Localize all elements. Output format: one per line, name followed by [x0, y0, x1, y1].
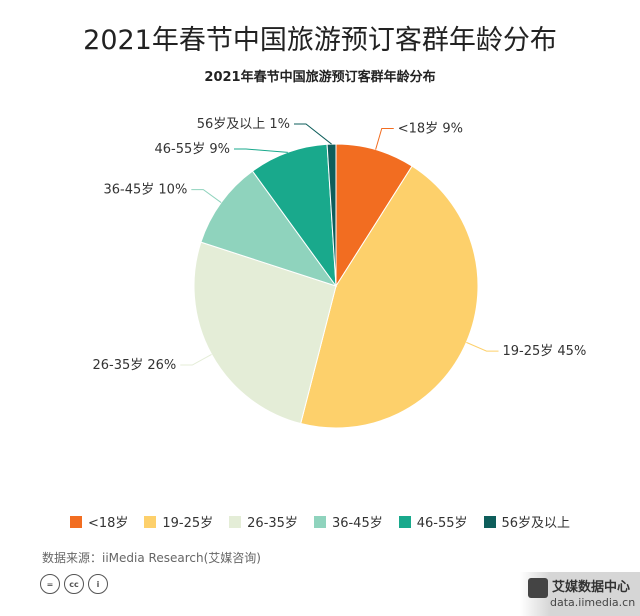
legend-item-lt18: <18岁: [69, 512, 129, 531]
data-label: <18岁 9%: [398, 122, 463, 137]
legend-item-26-35: 26-35岁: [229, 512, 298, 531]
legend-swatch: [398, 515, 411, 528]
legend-swatch: [483, 515, 496, 528]
legend-item-56plus: 56岁及以上: [483, 512, 571, 531]
data-source: 数据来源：iiMedia Research(艾媒咨询): [42, 551, 261, 565]
leader-line: [180, 353, 212, 366]
leader-line: [234, 148, 288, 153]
watermark-url: data.iimedia.cn: [550, 596, 636, 609]
legend-label: 56岁及以上: [501, 516, 571, 531]
data-label: 19-25岁 45%: [503, 344, 587, 359]
slice-46-55: [251, 143, 337, 288]
legend-label: 46-55岁: [416, 516, 468, 531]
legend-swatch: [69, 515, 82, 528]
leader-line: [375, 128, 394, 150]
data-label: 26-35岁 26%: [92, 358, 176, 373]
legend-swatch: [313, 515, 326, 528]
slice-56plus: [326, 143, 337, 287]
data-label: 46-55岁 9%: [154, 142, 230, 157]
legend-label: 19-25岁: [162, 516, 214, 531]
by-license-icon: i: [88, 574, 108, 594]
cc-license-icon: cc: [64, 574, 84, 594]
legend-label: 36-45岁: [331, 516, 383, 531]
data-label: 36-45岁 10%: [104, 183, 188, 198]
brand-logo-icon: [528, 578, 548, 598]
license-icons: = cc i: [40, 574, 108, 594]
leader-line: [466, 341, 499, 352]
leader-line: [294, 123, 332, 145]
legend-label: 26-35岁: [247, 516, 298, 531]
legend-item-36-45: 36-45岁: [313, 512, 383, 531]
slice-36-45: [200, 170, 338, 287]
legend-item-46-55: 46-55岁: [398, 512, 468, 531]
legend-swatch: [144, 515, 157, 528]
page-title: 2021年春节中国旅游预订客群年龄分布: [83, 25, 557, 56]
slice-lt18: [335, 143, 413, 288]
data-label: 56岁及以上 1%: [197, 117, 290, 132]
watermark-title: 艾媒数据中心: [552, 580, 631, 595]
legend-item-19-25: 19-25岁: [144, 512, 213, 531]
chart-title: 2021年春节中国旅游预订客群年龄分布: [204, 70, 436, 85]
legend-label: <18岁: [87, 516, 129, 531]
legend-swatch: [229, 515, 242, 528]
slice-19-25: [300, 165, 479, 429]
chart-legend: <18岁 19-25岁 26-35岁 36-45岁 46-55岁 56岁及以上: [0, 512, 640, 531]
nd-license-icon: =: [40, 574, 60, 594]
leader-line: [191, 189, 222, 203]
watermark: 艾媒数据中心 data.iimedia.cn: [520, 572, 640, 616]
